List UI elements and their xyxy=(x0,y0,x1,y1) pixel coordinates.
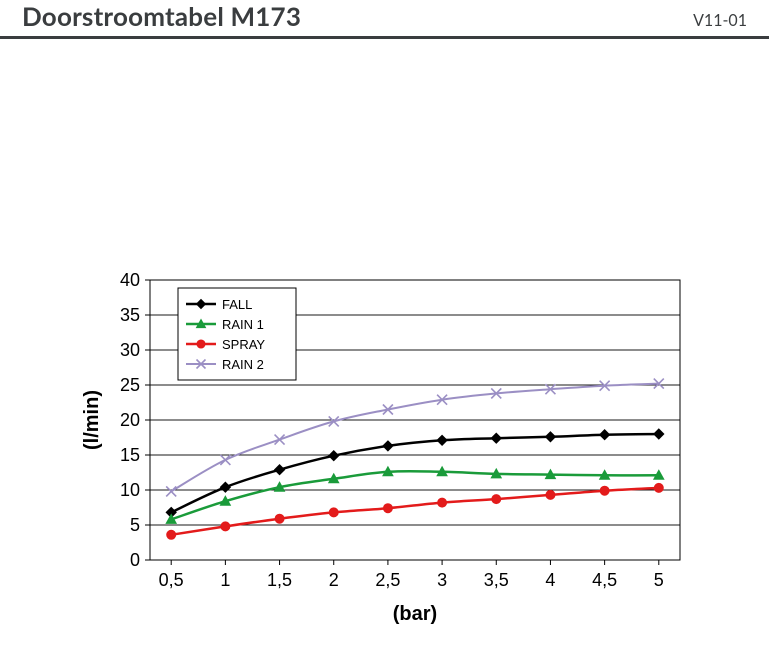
legend-label: FALL xyxy=(222,297,252,312)
series-marker xyxy=(654,483,663,492)
series-marker xyxy=(438,498,447,507)
y-tick-label: 35 xyxy=(120,305,140,325)
y-tick-label: 0 xyxy=(130,550,140,570)
header-rule xyxy=(0,36,769,39)
y-tick-label: 30 xyxy=(120,340,140,360)
series-marker xyxy=(329,508,338,517)
series-marker xyxy=(546,490,555,499)
y-tick-label: 40 xyxy=(120,270,140,290)
x-tick-label: 4,5 xyxy=(592,570,617,590)
x-tick-label: 4 xyxy=(545,570,555,590)
series-marker xyxy=(383,504,392,513)
x-tick-label: 2,5 xyxy=(375,570,400,590)
x-tick-label: 5 xyxy=(654,570,664,590)
legend-label: RAIN 1 xyxy=(222,317,264,332)
series-marker xyxy=(600,486,609,495)
x-tick-label: 0,5 xyxy=(159,570,184,590)
page-title: Doorstroomtabel M173 xyxy=(22,0,301,32)
legend-label: SPRAY xyxy=(222,337,265,352)
x-tick-label: 2 xyxy=(329,570,339,590)
x-tick-label: 3 xyxy=(437,570,447,590)
page-header: Doorstroomtabel M173 V11-01 xyxy=(0,0,769,36)
x-tick-label: 3,5 xyxy=(484,570,509,590)
series-marker xyxy=(167,530,176,539)
x-tick-label: 1 xyxy=(220,570,230,590)
y-tick-label: 15 xyxy=(120,445,140,465)
y-tick-label: 25 xyxy=(120,375,140,395)
y-axis-label: (l/min) xyxy=(81,390,103,450)
chart-svg: 0 5 10 15 20 25 30 35 40 0,5 1 1,5 2 2,5 3 3,5 4 4,5 5 (bar… xyxy=(80,270,700,630)
series-marker xyxy=(275,514,284,523)
x-axis-label: (bar) xyxy=(393,603,437,625)
y-tick-label: 10 xyxy=(120,480,140,500)
x-tick-label: 1,5 xyxy=(267,570,292,590)
y-tick-label: 5 xyxy=(130,515,140,535)
series-marker xyxy=(492,495,501,504)
legend-label: RAIN 2 xyxy=(222,357,264,372)
y-tick-label: 20 xyxy=(120,410,140,430)
series-marker xyxy=(221,522,230,531)
version-label: V11-01 xyxy=(693,11,747,30)
flow-chart: 0 5 10 15 20 25 30 35 40 0,5 1 1,5 2 2,5 3 3,5 4 4,5 5 (bar… xyxy=(80,270,700,630)
